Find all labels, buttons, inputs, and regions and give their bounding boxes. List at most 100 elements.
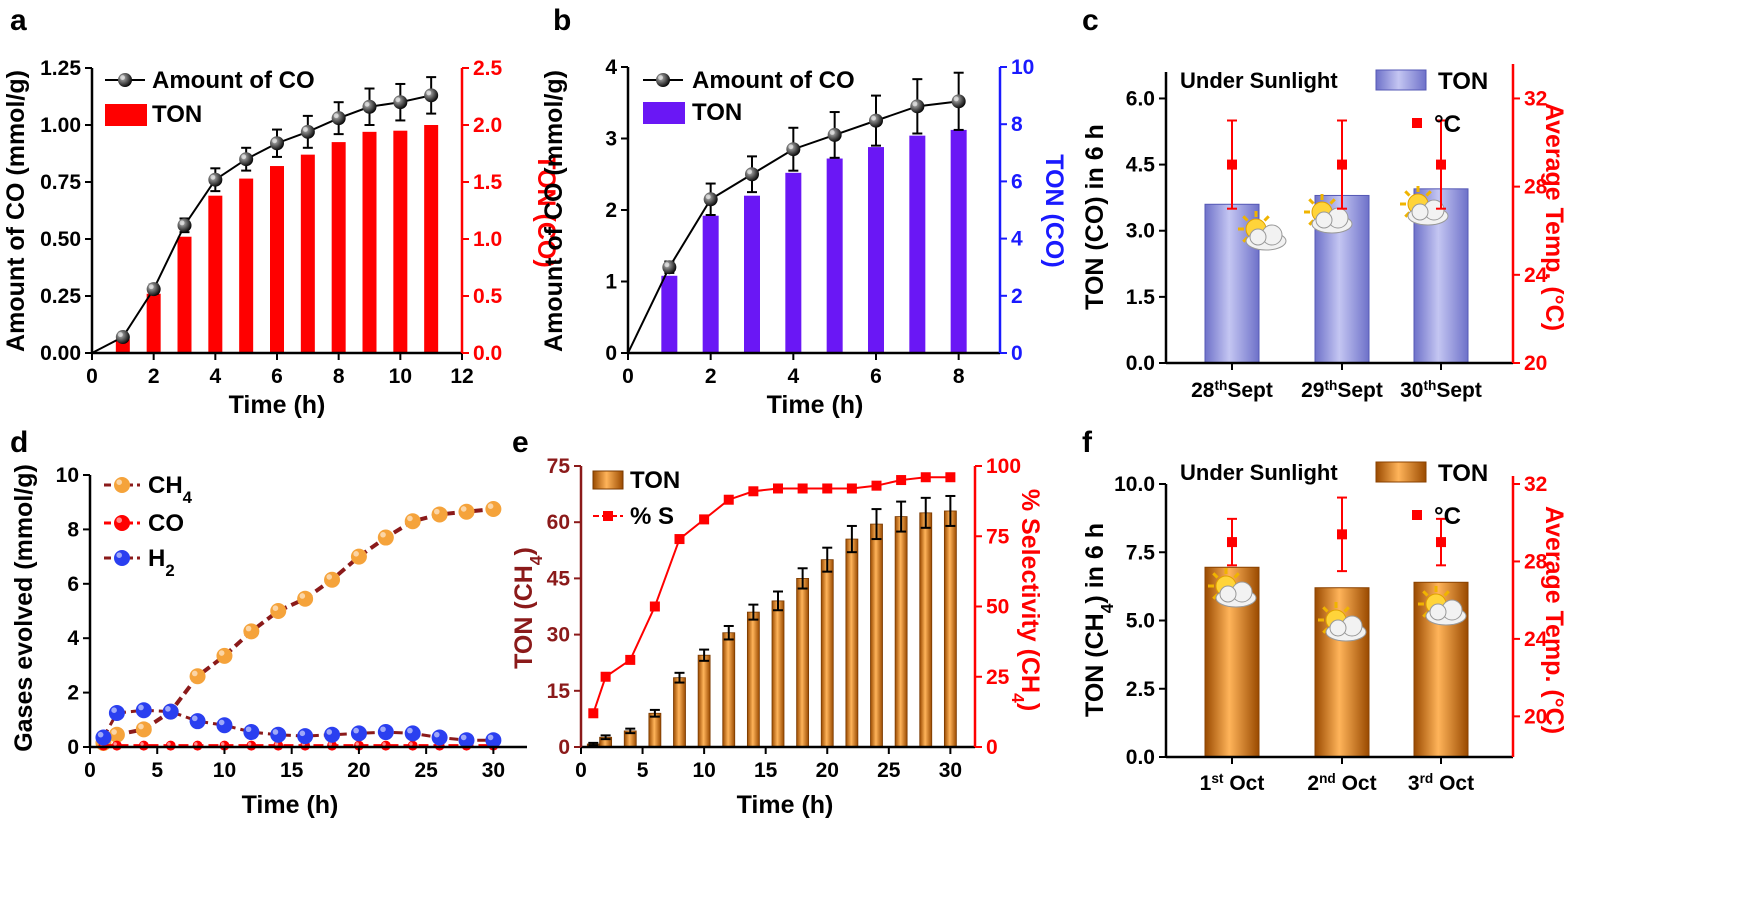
y-right-tick-label: 50: [986, 596, 1009, 619]
ton-bar: [870, 523, 883, 748]
co-amount-point-highlight: [829, 130, 835, 135]
x-tick-label: 30: [482, 759, 505, 782]
y-right-tick-label: 1.0: [473, 228, 502, 251]
under-sunlight-note: Under Sunlight: [1180, 460, 1338, 485]
series-point-h2-highlight: [407, 727, 413, 734]
y-tick-label: 1.25: [40, 57, 81, 80]
y-right-tick-label: 10: [1011, 56, 1034, 79]
sun-ray: [1443, 590, 1450, 597]
co-amount-point-highlight: [272, 138, 277, 144]
series-line-ch4: [102, 507, 494, 745]
series-point-ch4: [270, 603, 287, 619]
series-point-co: [138, 740, 149, 751]
x-tick-label: 20: [347, 759, 370, 782]
co-amount-point: [393, 95, 408, 110]
series-point-h2-highlight: [245, 726, 252, 733]
y-tick-label: 0: [67, 736, 79, 759]
series-point-ch4: [377, 529, 394, 546]
series-point-ch4-highlight: [245, 625, 252, 632]
ton-bar: [331, 142, 346, 353]
selectivity-point: [588, 708, 599, 719]
cloud-puff: [1249, 228, 1267, 246]
y-tick-label: 10: [56, 464, 79, 487]
x-tick-label: 2: [705, 365, 717, 388]
legend-marker-highlight: [116, 517, 122, 523]
ton-bar: [771, 600, 785, 748]
y-right-tick-label: 0: [1011, 342, 1023, 365]
selectivity-point: [674, 534, 685, 545]
legend-bar-swatch: [643, 102, 685, 124]
temp-point: [1337, 529, 1347, 540]
legend-label-ch4: CH4: [148, 472, 193, 507]
cloud-puff: [1411, 203, 1429, 221]
series-point-ch4: [324, 571, 341, 588]
series-point-h2: [243, 724, 260, 741]
weather-icon: [1418, 586, 1467, 626]
co-amount-point: [951, 94, 966, 109]
ton-bar: [300, 154, 315, 353]
ton-bar: [208, 195, 223, 353]
series-point-h2: [216, 717, 233, 734]
y-right-tick-label: 8: [1011, 113, 1023, 136]
y-right-tick-label: 24: [1524, 628, 1548, 651]
x-tick-label: 25: [414, 759, 438, 782]
category-label: 3rd Oct: [1408, 771, 1474, 796]
selectivity-point: [773, 483, 783, 494]
series-point-co-highlight: [382, 742, 386, 746]
ton-bar: [868, 147, 884, 353]
legend-bar-swatch: [1375, 461, 1427, 483]
y-tick-label: 0.25: [40, 285, 81, 308]
legend-marker: [656, 73, 670, 87]
series-point-ch4: [216, 647, 233, 664]
y-tick-label: 6.0: [1126, 87, 1155, 110]
legend-marker: [118, 73, 132, 87]
category-label: 1st Oct: [1200, 771, 1265, 796]
selectivity-point: [699, 514, 710, 525]
ton-bar: [722, 632, 736, 748]
series-point-ch4: [458, 503, 475, 520]
x-axis-title: Time (h): [229, 391, 326, 419]
x-tick-label: 10: [213, 759, 236, 782]
series-point-co-highlight: [220, 742, 225, 746]
y-axis-title: Amount of CO (mmol/g): [540, 70, 568, 352]
y-right-tick-label: 20: [1524, 705, 1547, 728]
x-tick-label: 4: [787, 365, 799, 388]
series-point-ch4: [189, 668, 206, 685]
series-point-ch4-highlight: [138, 723, 144, 730]
co-amount-point: [786, 142, 801, 157]
co-amount-point-highlight: [912, 101, 918, 107]
x-tick-label: 10: [692, 759, 715, 782]
series-point-ch4: [485, 501, 502, 517]
panel-letter-c: c: [1082, 4, 1099, 37]
y-right-tick-label: 0.5: [473, 285, 503, 308]
y-right-tick-label: 28: [1524, 176, 1548, 199]
selectivity-point: [797, 483, 808, 494]
y-right-tick-label: 2.0: [473, 114, 502, 137]
series-point-h2-highlight: [434, 731, 440, 738]
series-point-ch4: [404, 513, 421, 530]
category-label: 28thSept: [1191, 378, 1273, 403]
y-right-tick-label: 75: [986, 525, 1010, 548]
category-label: 2nd Oct: [1307, 771, 1376, 796]
series-point-ch4: [297, 590, 314, 607]
ton-bar: [950, 129, 967, 353]
legend-temp-swatch: [1412, 510, 1422, 520]
co-amount-point: [910, 99, 925, 114]
x-axis-title: Time (h): [737, 791, 834, 819]
y-tick-label: 0.50: [40, 228, 81, 251]
series-point-h2-highlight: [353, 727, 359, 734]
series-point-ch4-highlight: [191, 670, 198, 677]
ton-bar: [393, 130, 408, 353]
series-point-h2-highlight: [191, 715, 198, 722]
legend-label-ton: TON: [152, 101, 202, 128]
y-axis-title: TON (CH4): [510, 547, 546, 669]
y-right-axis-title: TON (CO): [1040, 154, 1068, 267]
series-point-h2: [297, 728, 314, 745]
series-point-co-highlight: [167, 742, 171, 746]
ton-bar: [362, 131, 377, 353]
co-amount-point: [146, 282, 161, 297]
x-tick-label: 10: [389, 365, 412, 388]
ton-bar: [894, 516, 908, 748]
panel-letter-f: f: [1082, 426, 1093, 459]
y-tick-label: 1: [605, 271, 617, 294]
